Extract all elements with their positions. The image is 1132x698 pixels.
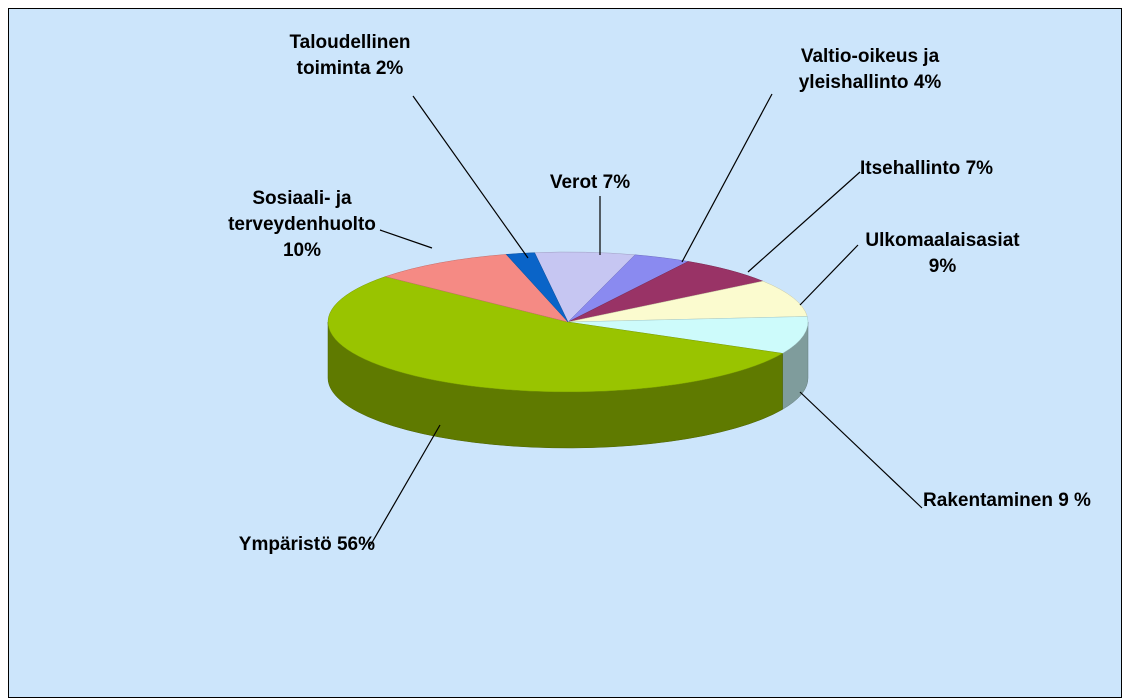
data-label: Ympäristö 56% (175, 532, 375, 558)
category-label: Rakentaminen (923, 490, 1053, 511)
data-label: Taloudellinen toiminta 2% (265, 30, 435, 82)
slice (327, 276, 784, 393)
slice (384, 254, 569, 323)
category-label: Ympäristö (238, 534, 332, 555)
data-label: Ulkomaalaisasiat 9% (855, 228, 1030, 280)
data-label: Valtio-oikeus ja yleishallinto 4% (770, 44, 970, 96)
slice (567, 316, 809, 354)
value-label: 9 % (1058, 490, 1091, 511)
category-label: Valtio-oikeus ja yleishallinto (798, 46, 940, 93)
chart (327, 93, 923, 547)
value-label: 9% (928, 256, 957, 277)
data-label: Rakentaminen 9 % (922, 488, 1092, 514)
leader-line (799, 391, 923, 509)
category-label: Itsehallinto (860, 158, 961, 179)
leader-line (412, 95, 529, 259)
category-label: Ulkomaalaisasiat (865, 230, 1020, 251)
category-label: Sosiaali- ja terveydenhuolto (228, 188, 376, 235)
value-label: 2% (375, 58, 404, 79)
slice (567, 280, 808, 323)
value-label: 56% (336, 534, 375, 555)
value-label: 7% (602, 172, 631, 193)
value-label: 7% (965, 158, 994, 179)
slice (505, 252, 569, 323)
data-label: Itsehallinto 7% (860, 156, 1010, 182)
value-label: 4% (913, 72, 942, 93)
leader-line (681, 93, 773, 263)
leader-line (747, 171, 861, 273)
leader-line (379, 229, 433, 249)
leader-line (369, 424, 441, 547)
data-label: Verot 7% (535, 170, 645, 196)
category-label: Verot (549, 172, 598, 193)
value-label: 10% (282, 240, 322, 261)
data-label: Sosiaali- ja terveydenhuolto 10% (212, 186, 392, 264)
category-label: Taloudellinen toiminta (289, 32, 411, 79)
page: (() => { const data = JSON.parse(documen… (8, 8, 1122, 698)
leader-line (799, 244, 859, 306)
